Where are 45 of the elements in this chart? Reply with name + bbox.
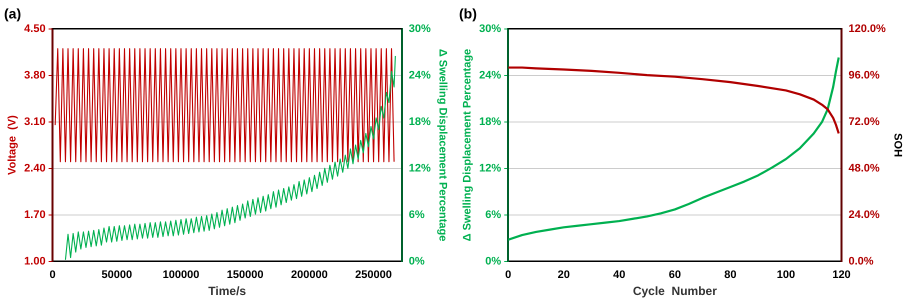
- y-tick-label: 12%: [479, 162, 502, 174]
- y-tick-label: 2.40: [24, 162, 46, 174]
- y-tick-label: 3.10: [24, 116, 46, 128]
- x-axis-title: Cycle Number: [632, 284, 718, 298]
- y2-tick-label: 6%: [408, 208, 425, 221]
- chart-title: (a): [4, 5, 22, 22]
- x-tick-label: 150000: [226, 269, 264, 282]
- x-tick-label: 100000: [162, 269, 200, 282]
- chart-title: (b): [459, 5, 477, 22]
- x-tick-label: 80: [724, 269, 737, 282]
- y2-tick-label: 24.0%: [848, 208, 880, 221]
- y-tick-label: 0%: [485, 255, 502, 268]
- y-tick-label: 24%: [479, 69, 502, 82]
- y2-axis-title: Δ Swelling Displacement Percentage: [436, 48, 448, 242]
- y-tick-label: 30%: [479, 22, 502, 35]
- x-tick-label: 0: [50, 269, 56, 282]
- y-tick-label: 3.80: [24, 69, 46, 82]
- y-axis-title: Voltage (V): [6, 114, 19, 175]
- y2-tick-label: 96.0%: [848, 69, 880, 82]
- y2-axis-title: SOH: [891, 133, 904, 158]
- x-tick-label: 40: [613, 269, 626, 282]
- x-tick-label: 100: [776, 269, 796, 282]
- x-tick-label: 50000: [102, 269, 132, 282]
- y2-tick-label: 72.0%: [848, 116, 880, 128]
- y2-tick-label: 120.0%: [848, 22, 886, 35]
- y2-tick-label: 0%: [408, 255, 425, 268]
- x-tick-label: 0: [505, 269, 512, 282]
- y-tick-label: 4.50: [24, 22, 46, 35]
- x-tick-label: 200000: [290, 269, 328, 282]
- y2-tick-label: 12%: [408, 162, 432, 174]
- y2-tick-label: 24%: [408, 69, 432, 82]
- y-axis-title: Δ Swelling Displacement Percentage: [462, 48, 474, 242]
- y-tick-label: 6%: [485, 208, 502, 221]
- x-tick-label: 120: [832, 269, 851, 282]
- y2-tick-label: 30%: [408, 22, 432, 35]
- y2-tick-label: 18%: [408, 116, 432, 128]
- y-tick-label: 18%: [479, 116, 502, 128]
- x-tick-label: 250000: [355, 269, 392, 282]
- x-axis-title: Time/s: [208, 284, 246, 298]
- y-tick-label: 1.70: [24, 208, 46, 221]
- y2-tick-label: 48.0%: [848, 162, 880, 174]
- y-tick-label: 1.00: [24, 255, 46, 268]
- x-tick-label: 60: [668, 269, 681, 282]
- y2-tick-label: 0.0%: [848, 255, 874, 268]
- x-tick-label: 20: [558, 269, 570, 282]
